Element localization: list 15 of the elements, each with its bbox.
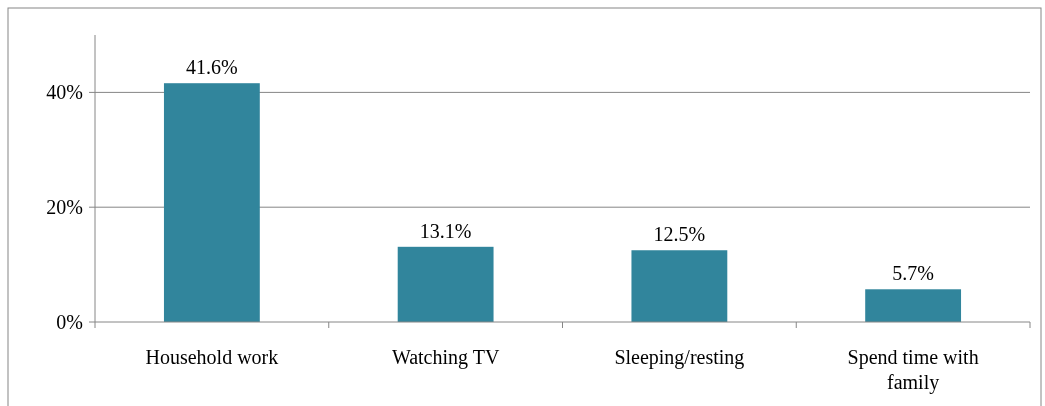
bar	[631, 250, 728, 322]
bar	[865, 289, 962, 322]
x-tick-label: Watching TV	[391, 346, 500, 369]
x-tick-label: Household work	[145, 346, 279, 368]
data-label: 13.1%	[419, 219, 472, 242]
y-tick-label: 0%	[56, 311, 83, 333]
bar	[397, 246, 494, 322]
y-tick-label: 20%	[46, 196, 83, 219]
data-label: 12.5%	[653, 223, 706, 246]
bar	[163, 83, 260, 322]
data-label: 5.7%	[892, 262, 934, 285]
y-tick-label: 40%	[46, 81, 83, 104]
x-tick-label: Sleeping/resting	[614, 346, 745, 369]
data-label: 41.6%	[186, 56, 238, 79]
x-tick-label: Spend time with family	[847, 346, 979, 394]
